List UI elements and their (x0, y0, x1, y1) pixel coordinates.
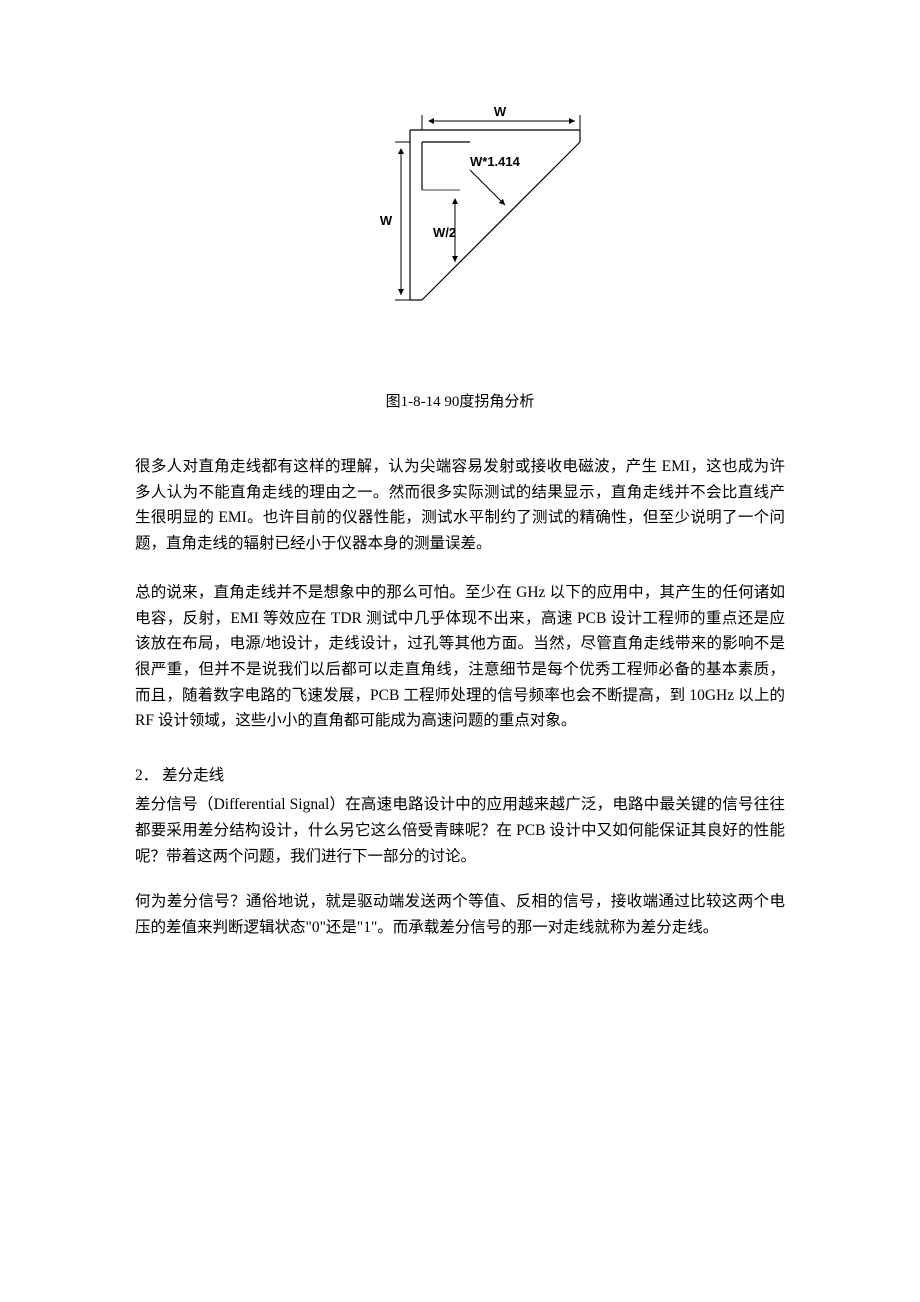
paragraph-3: 差分信号（Differential Signal）在高速电路设计中的应用越来越广… (135, 792, 785, 869)
label-half-w: W/2 (433, 225, 456, 240)
section-2-heading: 2． 差分走线 (135, 764, 785, 789)
label-left-w: W (380, 213, 393, 228)
paragraph-2: 总的说来，直角走线并不是想象中的那么可怕。至少在 GHz 以下的应用中，其产生的… (135, 580, 785, 733)
corner-diagram: W W W*1.414 W/2 (320, 100, 600, 360)
label-top-w: W (494, 104, 507, 119)
paragraph-4: 何为差分信号？通俗地说，就是驱动端发送两个等值、反相的信号，接收端通过比较这两个… (135, 889, 785, 940)
paragraph-1: 很多人对直角走线都有这样的理解，认为尖端容易发射或接收电磁波，产生 EMI，这也… (135, 454, 785, 556)
figure-caption: 图1-8-14 90度拐角分析 (135, 390, 785, 414)
label-diagonal: W*1.414 (470, 154, 521, 169)
